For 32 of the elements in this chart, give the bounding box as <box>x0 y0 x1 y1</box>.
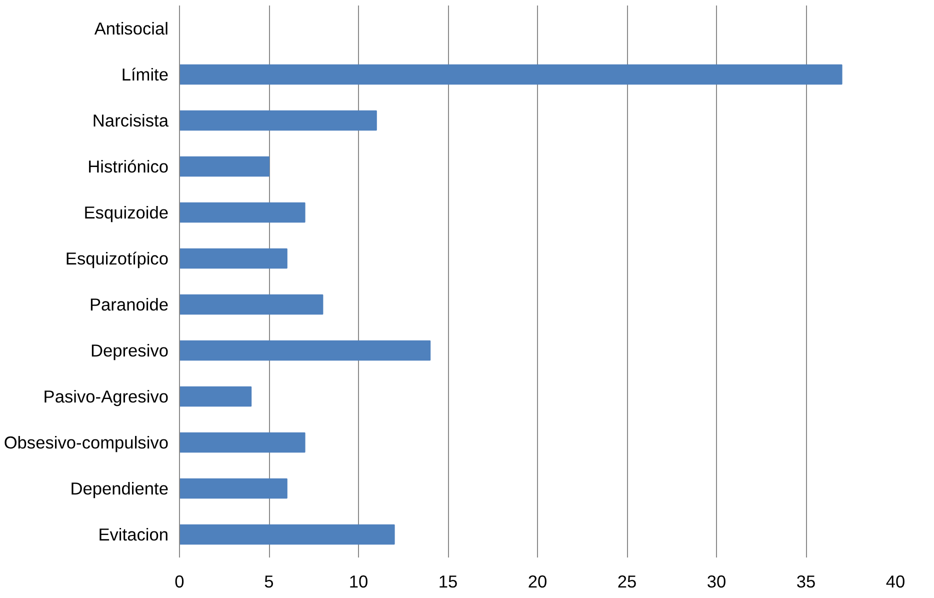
y-tick-label: Evitacion <box>98 524 168 544</box>
y-tick-label: Depresivo <box>90 340 169 360</box>
x-tick-label: 20 <box>528 572 548 592</box>
x-tick-label: 5 <box>264 572 274 592</box>
x-tick-label: 0 <box>174 572 184 592</box>
y-tick-label: Paranoide <box>90 294 169 314</box>
y-tick-label: Pasivo-Agresivo <box>43 386 169 406</box>
x-tick-label: 25 <box>617 572 637 592</box>
x-tick-label: 40 <box>886 572 906 592</box>
y-tick-label: Antisocial <box>94 18 169 38</box>
x-tick-label: 15 <box>438 572 458 592</box>
bar <box>180 340 431 361</box>
bar <box>180 478 288 499</box>
y-tick-label: Histriónico <box>88 156 169 176</box>
bar <box>180 386 252 407</box>
y-tick-label: Esquizotípico <box>65 248 169 268</box>
x-tick-label: 10 <box>348 572 368 592</box>
bar <box>180 248 288 269</box>
x-tick-label: 30 <box>706 572 726 592</box>
y-tick-label: Narcisista <box>92 110 169 130</box>
bar <box>180 64 842 85</box>
bar <box>180 432 306 453</box>
bar <box>180 294 324 315</box>
x-tick-label: 35 <box>796 572 816 592</box>
bar <box>180 202 306 223</box>
y-tick-label: Dependiente <box>70 478 169 498</box>
y-tick-label: Límite <box>121 64 168 84</box>
bar <box>180 156 270 177</box>
bar <box>180 524 395 545</box>
y-tick-label: Obsesivo-compulsivo <box>4 432 169 452</box>
bar <box>180 110 377 131</box>
y-tick-label: Esquizoide <box>84 202 169 222</box>
